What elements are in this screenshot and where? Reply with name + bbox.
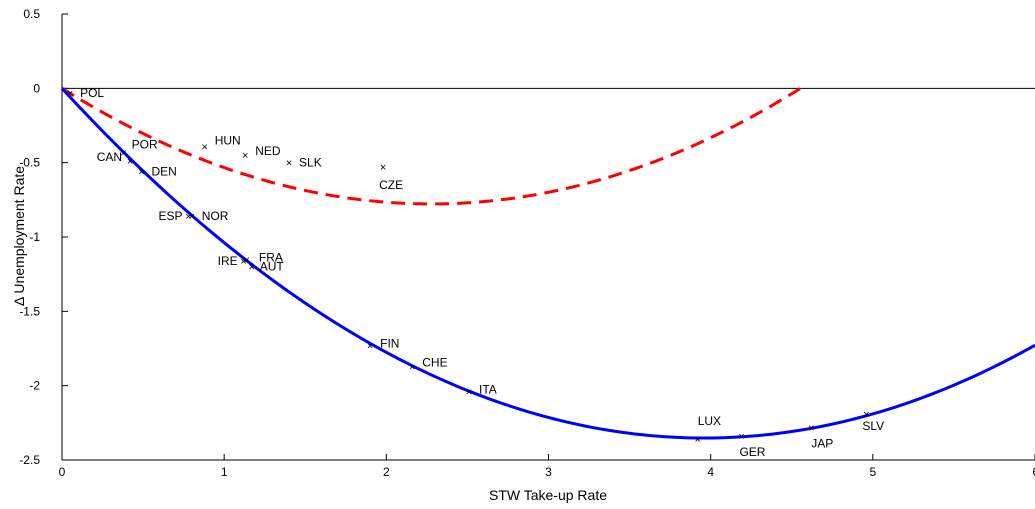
data-point-label: GER xyxy=(739,445,765,459)
data-point-marker: × xyxy=(120,147,126,159)
data-point-label: ESP xyxy=(158,209,182,223)
x-tick-label: 4 xyxy=(707,465,714,479)
fit-curves xyxy=(60,87,1035,440)
data-point-label: FRA xyxy=(259,250,283,264)
y-axis-label: Δ Unemployment Rate xyxy=(11,166,27,306)
data-point-label: CAN xyxy=(97,150,122,164)
data-point-label: NED xyxy=(255,144,281,158)
data-point-marker: × xyxy=(367,341,373,353)
data-point-marker: × xyxy=(244,254,250,266)
data-point-marker: × xyxy=(380,162,386,174)
data-points: × POL×POR×CAN× DEN× HUN× NED× SLK ×CZE×ESP × NOR… xyxy=(67,86,884,459)
data-point-label: CHE xyxy=(422,355,447,369)
data-point-label: IRE xyxy=(218,254,238,268)
x-tick-label: 3 xyxy=(545,465,552,479)
data-point-label: CZE xyxy=(379,178,403,192)
data-point-marker: × xyxy=(189,211,195,223)
dashed-fit-curve xyxy=(61,87,801,206)
data-point-label: SLK xyxy=(299,156,322,170)
data-point-marker: × xyxy=(738,431,744,443)
y-tick-label: 0.5 xyxy=(23,7,40,21)
data-point-marker: × xyxy=(286,158,292,170)
data-point-label: NOR xyxy=(202,209,229,223)
data-point-marker: × xyxy=(127,156,133,168)
data-point-marker: × xyxy=(67,88,73,100)
data-point-marker: × xyxy=(240,256,246,268)
data-point-label: LUX xyxy=(698,414,721,428)
data-point-marker: × xyxy=(808,422,814,434)
data-point-label: ITA xyxy=(479,383,497,397)
x-axis-label: STW Take-up Rate xyxy=(489,487,607,503)
data-point-label: DEN xyxy=(151,165,176,179)
y-tick-label: 0 xyxy=(33,81,40,95)
data-point-marker: × xyxy=(409,361,415,373)
data-point-label: FIN xyxy=(380,337,399,351)
y-tick-label: -1 xyxy=(29,230,40,244)
data-point-label: POL xyxy=(80,86,104,100)
y-tick-label: -2 xyxy=(29,379,40,393)
x-tick-label: 6 xyxy=(1032,465,1035,479)
x-tick-label: 2 xyxy=(383,465,390,479)
data-point-label: HUN xyxy=(215,133,241,147)
data-point-label: SLV xyxy=(862,419,884,433)
data-point-marker: × xyxy=(466,387,472,399)
data-point-marker: × xyxy=(694,434,700,446)
y-tick-label: -0.5 xyxy=(19,156,40,170)
data-point-marker: × xyxy=(138,167,144,179)
y-tick-label: -2.5 xyxy=(19,453,40,467)
x-tick-label: 0 xyxy=(59,465,66,479)
data-point-marker: × xyxy=(185,211,191,223)
y-tick-label: -1.5 xyxy=(19,304,40,318)
data-point-label: JAP xyxy=(811,436,833,450)
axes-layer: 0 1 2 3 4 5 6 -2.5 -2 -1.5 -1 -0.5 0 0.5 xyxy=(19,7,1035,479)
data-point-marker: × xyxy=(863,409,869,421)
x-tick-label: 5 xyxy=(869,465,876,479)
data-point-marker: × xyxy=(242,150,248,162)
data-point-label: AUT xyxy=(260,260,285,274)
data-point-label: POR xyxy=(132,137,158,151)
x-tick-label: 1 xyxy=(221,465,228,479)
data-point-marker: × xyxy=(201,141,207,153)
solid-fit-curve xyxy=(60,87,1035,440)
data-point-marker: × xyxy=(249,262,255,274)
